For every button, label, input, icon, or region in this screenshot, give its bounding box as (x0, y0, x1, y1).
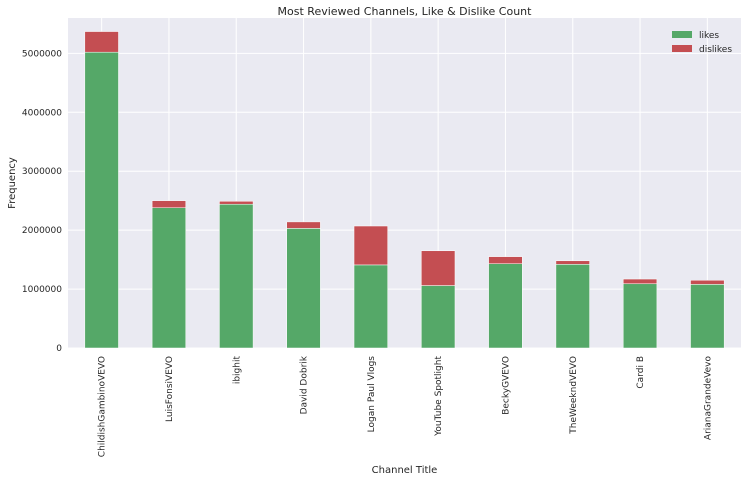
x-tick-label: ArianaGrandeVevo (703, 356, 713, 441)
x-tick-label: YouTube Spotlight (434, 356, 444, 437)
chart-title: Most Reviewed Channels, Like & Dislike C… (278, 5, 533, 18)
x-tick-label: David Dobrik (300, 355, 310, 414)
bar-dislikes-1 (151, 200, 187, 209)
bar-dislikes-6 (488, 256, 523, 264)
y-axis-label: Frequency (7, 157, 18, 209)
bar-dislikes-5 (421, 250, 456, 286)
y-tick-label: 5000000 (22, 49, 62, 59)
legend-label-dislikes: dislikes (699, 45, 732, 55)
bar-likes-0 (84, 51, 119, 349)
bar-likes-7 (555, 264, 590, 349)
y-tick-label: 0 (56, 344, 62, 354)
x-axis-ticks: ChildishGambinoVEVO LuisFonsiVEVO ibighit D… (98, 355, 714, 457)
legend-swatch-likes (672, 31, 692, 38)
bars (84, 31, 725, 349)
bar-dislikes-3 (286, 221, 321, 229)
legend-swatch-dislikes (672, 45, 692, 52)
bar-dislikes-8 (622, 278, 658, 285)
x-tick-label: BeckyGVEVO (501, 356, 511, 415)
y-tick-label: 2000000 (22, 226, 62, 236)
x-tick-label: Logan Paul Vlogs (367, 356, 377, 433)
bar-likes-2 (219, 203, 254, 349)
y-tick-label: 3000000 (22, 167, 62, 177)
bar-likes-6 (488, 263, 523, 349)
bar-likes-1 (151, 207, 187, 349)
x-tick-label: TheWeekndVEVO (569, 356, 579, 435)
bar-likes-4 (353, 264, 388, 349)
legend-label-likes: likes (699, 31, 719, 41)
bar-dislikes-7 (555, 260, 590, 265)
bar-dislikes-2 (219, 201, 254, 205)
y-tick-label: 4000000 (22, 108, 62, 118)
bar-likes-9 (690, 284, 725, 349)
bar-likes-8 (622, 283, 658, 349)
bar-dislikes-9 (690, 279, 725, 285)
legend: likes dislikes (672, 31, 732, 55)
bar-likes-5 (421, 285, 456, 349)
x-tick-label: Cardi B (636, 356, 646, 389)
bar-dislikes-4 (353, 225, 388, 266)
y-tick-label: 1000000 (22, 285, 62, 295)
x-tick-label: ChildishGambinoVEVO (98, 356, 108, 457)
x-tick-label: LuisFonsiVEVO (165, 356, 175, 422)
x-tick-label: ibighit (232, 356, 242, 385)
bar-likes-3 (286, 228, 321, 349)
bar-dislikes-0 (84, 31, 119, 53)
x-axis-label: Channel Title (372, 465, 438, 476)
y-axis-ticks: 0 1000000 2000000 3000000 4000000 5000000 (22, 49, 62, 354)
